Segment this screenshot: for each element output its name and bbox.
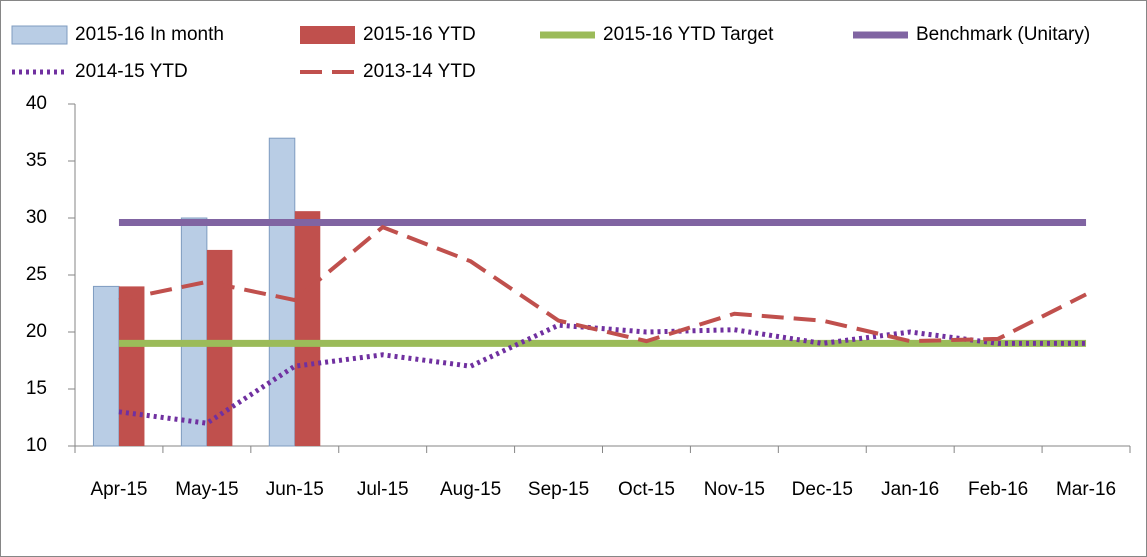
- y-tick-label: 25: [26, 264, 47, 285]
- x-tick-label: Jun-15: [266, 479, 324, 500]
- y-tick-label: 35: [26, 150, 47, 171]
- y-tick-label: 10: [26, 435, 47, 456]
- line: [118, 322, 1087, 426]
- x-tick-label: Nov-15: [704, 479, 765, 500]
- line: [118, 224, 1087, 344]
- y-tick-label: 15: [26, 378, 47, 399]
- legend-label: 2015-16 In month: [75, 24, 224, 45]
- y-tick-label: 20: [26, 321, 47, 342]
- bar: [268, 137, 296, 447]
- bar: [294, 211, 321, 446]
- x-tick-label: Mar-16: [1056, 479, 1116, 500]
- x-tick-label: Feb-16: [968, 479, 1028, 500]
- x-tick-label: Jan-16: [881, 479, 939, 500]
- y-tick-label: 30: [26, 207, 47, 228]
- x-tick-label: Aug-15: [440, 479, 501, 500]
- x-tick-label: Jul-15: [357, 479, 409, 500]
- legend-label: 2014-15 YTD: [75, 61, 188, 82]
- legend-label: 2015-16 YTD Target: [603, 24, 774, 45]
- x-tick-label: Oct-15: [618, 479, 675, 500]
- x-tick-label: May-15: [175, 479, 238, 500]
- legend-label: 2013-14 YTD: [363, 61, 476, 82]
- y-tick-label: 40: [26, 93, 47, 114]
- x-tick-label: Apr-15: [90, 479, 147, 500]
- bar: [118, 286, 145, 446]
- bar: [206, 249, 233, 446]
- legend-label: Benchmark (Unitary): [916, 24, 1090, 45]
- x-tick-label: Dec-15: [792, 479, 853, 500]
- legend-swatch: [11, 25, 68, 45]
- bar: [180, 217, 208, 447]
- x-tick-label: Sep-15: [528, 479, 589, 500]
- bar: [92, 285, 120, 447]
- legend-label: 2015-16 YTD: [363, 24, 476, 45]
- legend-swatch: [300, 26, 355, 44]
